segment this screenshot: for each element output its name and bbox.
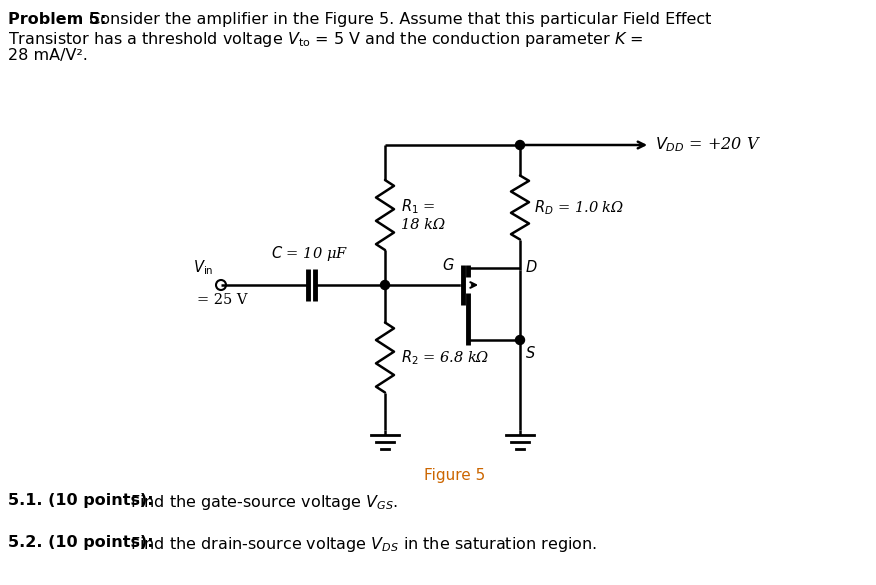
Text: $D$: $D$ (525, 259, 538, 275)
Text: Transistor has a threshold voltage $V_{\mathrm{to}}$ = 5 V and the conduction pa: Transistor has a threshold voltage $V_{\… (8, 30, 644, 49)
Text: Consider the amplifier in the Figure 5. Assume that this particular Field Effect: Consider the amplifier in the Figure 5. … (84, 12, 711, 27)
Text: 28 mA/V².: 28 mA/V². (8, 48, 88, 63)
Text: $V_{\mathrm{in}}$: $V_{\mathrm{in}}$ (193, 259, 213, 277)
Text: $C$ = 10 μF: $C$ = 10 μF (271, 244, 348, 263)
Text: $V_{DD}$ = +20 V: $V_{DD}$ = +20 V (655, 136, 761, 154)
Text: 5.1. (10 points):: 5.1. (10 points): (8, 493, 153, 508)
Text: $R_2$ = 6.8 kΩ: $R_2$ = 6.8 kΩ (401, 348, 490, 367)
Text: Problem 5:: Problem 5: (8, 12, 106, 27)
Text: Figure 5: Figure 5 (424, 468, 485, 483)
Text: $R_D$ = 1.0 kΩ: $R_D$ = 1.0 kΩ (534, 198, 625, 217)
Circle shape (515, 336, 525, 345)
Text: Find the drain-source voltage $V_{DS}$ in the saturation region.: Find the drain-source voltage $V_{DS}$ i… (125, 535, 597, 554)
Text: = 25 V: = 25 V (197, 293, 248, 307)
Text: 5.2. (10 points):: 5.2. (10 points): (8, 535, 153, 550)
Circle shape (380, 280, 390, 290)
Text: $G$: $G$ (442, 257, 455, 273)
Text: Find the gate-source voltage $V_{GS}$.: Find the gate-source voltage $V_{GS}$. (125, 493, 399, 512)
Text: $R_1$ =: $R_1$ = (401, 198, 435, 216)
Circle shape (515, 140, 525, 150)
Text: 18 kΩ: 18 kΩ (401, 218, 445, 232)
Text: $S$: $S$ (525, 345, 536, 361)
